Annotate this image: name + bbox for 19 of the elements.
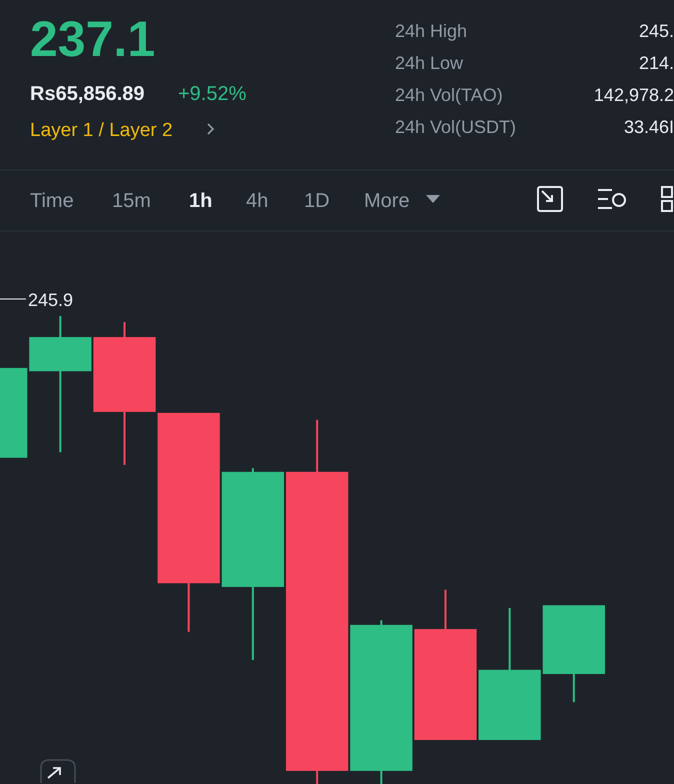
- text: 142,978.2: [594, 85, 674, 105]
- text: 214.: [638, 53, 674, 73]
- text: Time: [30, 190, 74, 212]
- text: 245.9: [28, 290, 74, 310]
- text: 24h Vol(TAO): [395, 85, 503, 105]
- text: 24h Low: [395, 53, 464, 73]
- text: 24h High: [395, 21, 468, 41]
- text: 33.46I: [624, 117, 674, 137]
- chart-subtitle: Rs65,856.89: [30, 83, 145, 105]
- text: 1D: [304, 190, 330, 212]
- text: +9.52%: [178, 83, 247, 105]
- text: More: [364, 190, 410, 212]
- text: 15m: [112, 190, 151, 212]
- text: 24h Vol(USDT): [395, 117, 516, 137]
- text: 245.: [638, 21, 674, 41]
- text: 4h: [246, 190, 268, 212]
- text: Layer 1 / Layer 2: [30, 120, 173, 141]
- text: 1h: [189, 190, 212, 212]
- chart-title: 237.1: [30, 11, 156, 67]
